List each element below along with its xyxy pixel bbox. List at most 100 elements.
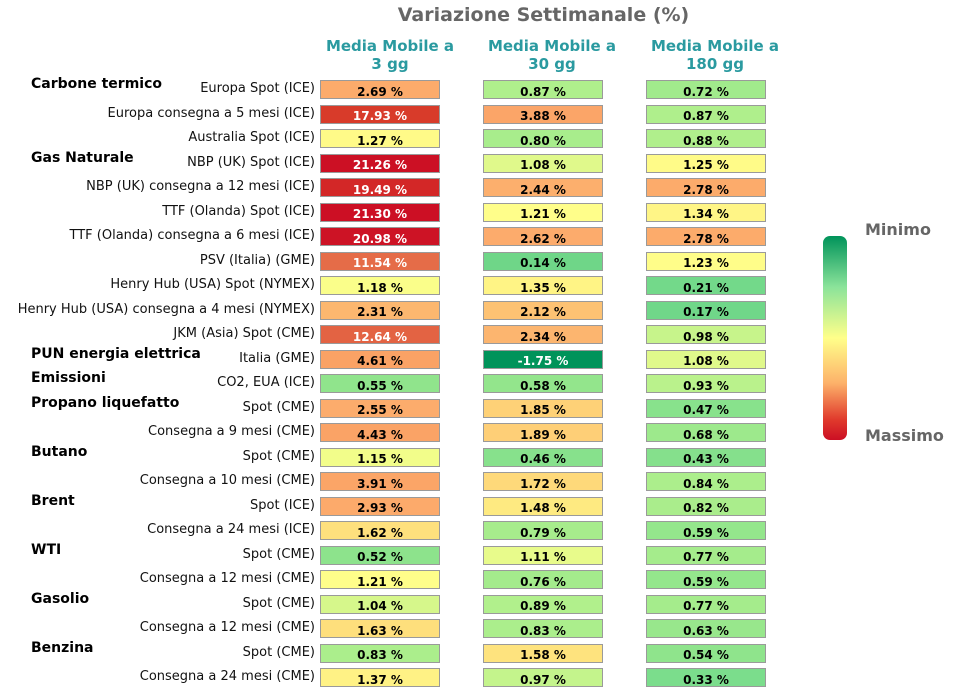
row-label: NBP (UK) consegna a 12 mesi (ICE) — [86, 179, 315, 194]
heatmap-cell: 0.54 % — [646, 643, 766, 663]
heatmap-cell: 1.18 % — [320, 276, 440, 295]
cell-value: 2.93 % — [357, 501, 403, 515]
row-label: Henry Hub (USA) consegna a 4 mesi (NYMEX… — [17, 301, 315, 317]
heatmap-cell: 0.21 % — [646, 276, 766, 295]
cell-value: 0.54 % — [683, 648, 729, 662]
cell-value: 1.85 % — [520, 403, 566, 417]
cell-value: 0.58 % — [520, 378, 566, 393]
heatmap-cell: 1.27 % — [320, 129, 440, 148]
cell-value: 1.18 % — [357, 280, 403, 295]
row-label: Europa consegna a 5 mesi (ICE) — [107, 105, 315, 121]
cell-value: 20.98 % — [352, 231, 408, 246]
heatmap-cell: 0.68 % — [646, 423, 766, 442]
color-scale-legend — [823, 236, 847, 440]
cell-value: 1.63 % — [357, 623, 403, 638]
cell-value: 0.14 % — [520, 256, 566, 270]
cell-value: 1.37 % — [357, 672, 403, 687]
heatmap-cell: 2.78 % — [646, 178, 766, 197]
heatmap-cell: 0.84 % — [646, 472, 766, 491]
cell-value: 0.89 % — [520, 599, 566, 613]
cell-value: 1.58 % — [520, 648, 566, 662]
heatmap-cell: 11.54 % — [320, 251, 440, 271]
heatmap-cell: 0.55 % — [320, 374, 440, 393]
heatmap-cell: 1.21 % — [483, 202, 603, 222]
cell-value: 0.77 % — [683, 550, 729, 564]
cell-value: 0.98 % — [683, 329, 729, 344]
row-label: Consegna a 12 mesi (CME) — [139, 571, 315, 586]
row-label: Consegna a 24 mesi (CME) — [139, 669, 315, 684]
row-label: Spot (CME) — [242, 546, 315, 562]
heatmap-cell: 1.21 % — [320, 570, 440, 589]
cell-value: 0.59 % — [683, 574, 729, 589]
cell-value: 2.78 % — [683, 182, 729, 197]
legend-max-label: Massimo — [865, 426, 944, 445]
row-label: TTF (Olanda) Spot (ICE) — [162, 203, 315, 219]
cell-value: 0.82 % — [683, 501, 729, 515]
heatmap-cell: 4.43 % — [320, 423, 440, 442]
heatmap-cell: 0.83 % — [320, 643, 440, 663]
cell-value: 0.97 % — [520, 672, 566, 687]
heatmap-cell: 0.79 % — [483, 521, 603, 540]
row-label: Consegna a 10 mesi (CME) — [139, 473, 315, 488]
cell-value: 0.76 % — [520, 574, 566, 589]
cell-value: 0.63 % — [683, 623, 729, 638]
cell-value: 1.35 % — [520, 280, 566, 295]
heatmap-cell: 2.93 % — [320, 496, 440, 516]
cell-value: 1.21 % — [520, 207, 566, 221]
heatmap-cell: 0.59 % — [646, 521, 766, 540]
cell-value: 0.84 % — [683, 476, 729, 491]
group-label: Propano liquefatto — [31, 394, 180, 411]
heatmap-cell: 1.37 % — [320, 668, 440, 687]
heatmap-cell: 2.31 % — [320, 300, 440, 320]
heatmap-cell: 1.08 % — [646, 349, 766, 369]
cell-value: 0.80 % — [520, 133, 566, 148]
heatmap-cell: 1.25 % — [646, 153, 766, 173]
cell-value: 0.77 % — [683, 599, 729, 613]
heatmap-cell: 0.87 % — [646, 104, 766, 124]
cell-value: 1.62 % — [357, 525, 403, 540]
row-label: CO2, EUA (ICE) — [217, 375, 315, 390]
heatmap-cell: 2.34 % — [483, 325, 603, 344]
row-label: Spot (CME) — [242, 595, 315, 611]
cell-value: 0.93 % — [683, 378, 729, 393]
heatmap-cell: 0.76 % — [483, 570, 603, 589]
heatmap-cell: 1.04 % — [320, 594, 440, 614]
cell-value: 1.11 % — [520, 550, 566, 564]
column-header-line2: 3 gg — [371, 55, 409, 73]
cell-value: 0.72 % — [683, 84, 729, 99]
column-header-line1: Media Mobile a — [487, 37, 617, 55]
heatmap-cell: 4.61 % — [320, 349, 440, 369]
heatmap-cell: 0.63 % — [646, 619, 766, 638]
heatmap-cell: 0.82 % — [646, 496, 766, 516]
cell-value: 2.62 % — [520, 231, 566, 246]
cell-value: 4.61 % — [357, 354, 403, 368]
cell-value: 0.83 % — [520, 623, 566, 638]
heatmap-cell: 0.83 % — [483, 619, 603, 638]
row-label: Consegna a 12 mesi (CME) — [139, 620, 315, 635]
heatmap-cell: 1.63 % — [320, 619, 440, 638]
heatmap-cell: 3.91 % — [320, 472, 440, 491]
heatmap-cell: 1.48 % — [483, 496, 603, 516]
heatmap-cell: 1.62 % — [320, 521, 440, 540]
column-header-line2: 30 gg — [528, 55, 576, 73]
cell-value: 0.46 % — [520, 452, 566, 466]
cell-value: 4.43 % — [357, 427, 403, 442]
row-label: Henry Hub (USA) Spot (NYMEX) — [110, 277, 315, 292]
row-label: Spot (CME) — [242, 448, 315, 464]
heatmap-cell: 1.58 % — [483, 643, 603, 663]
row-label: Spot (CME) — [242, 644, 315, 660]
group-label: Brent — [31, 492, 75, 509]
cell-value: 0.33 % — [683, 672, 729, 687]
row-label: Spot (CME) — [242, 399, 315, 415]
cell-value: 0.68 % — [683, 427, 729, 442]
cell-value: 0.43 % — [683, 452, 729, 466]
cell-value: 1.21 % — [357, 574, 403, 589]
cell-value: 0.79 % — [520, 525, 566, 540]
cell-value: 2.12 % — [520, 305, 566, 319]
heatmap-cell: 2.44 % — [483, 178, 603, 197]
heatmap-cell: 1.15 % — [320, 447, 440, 467]
row-label: JKM (Asia) Spot (CME) — [173, 326, 315, 341]
heatmap-cell: 0.98 % — [646, 325, 766, 344]
cell-value: 2.44 % — [520, 182, 566, 197]
heatmap-cell: 2.55 % — [320, 398, 440, 418]
